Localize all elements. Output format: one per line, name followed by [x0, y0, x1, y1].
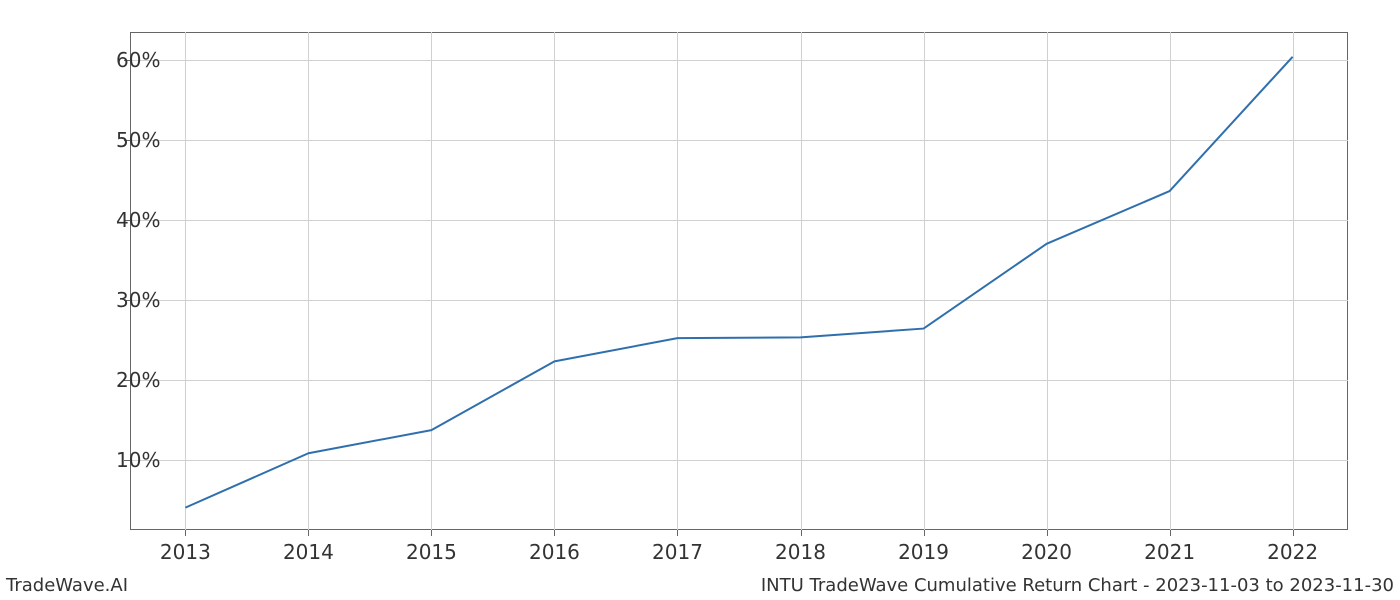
plot-area: 2013201420152016201720182019202020212022…: [130, 32, 1348, 530]
x-tick-label: 2018: [775, 540, 826, 564]
x-tick-label: 2015: [406, 540, 457, 564]
x-tick-label: 2013: [160, 540, 211, 564]
cumulative-return-line: [185, 57, 1292, 508]
x-tick: [554, 530, 555, 536]
x-tick: [1293, 530, 1294, 536]
x-tick: [924, 530, 925, 536]
x-tick: [431, 530, 432, 536]
footer-right-label: INTU TradeWave Cumulative Return Chart -…: [761, 575, 1394, 596]
x-tick: [1170, 530, 1171, 536]
x-tick: [1047, 530, 1048, 536]
x-tick-label: 2016: [529, 540, 580, 564]
x-tick: [801, 530, 802, 536]
x-tick-label: 2017: [652, 540, 703, 564]
x-tick-label: 2014: [283, 540, 334, 564]
x-tick-label: 2020: [1021, 540, 1072, 564]
x-tick-label: 2022: [1267, 540, 1318, 564]
x-tick: [677, 530, 678, 536]
chart-container: 2013 2014 2015 2016 2017 2018 2019 2020 2021 2022…: [0, 0, 1400, 600]
x-tick-label: 2019: [898, 540, 949, 564]
x-tick: [185, 530, 186, 536]
x-tick-label: 2021: [1144, 540, 1195, 564]
x-tick: [308, 530, 309, 536]
footer-left-label: TradeWave.AI: [6, 575, 128, 596]
line-series: [130, 32, 1348, 530]
